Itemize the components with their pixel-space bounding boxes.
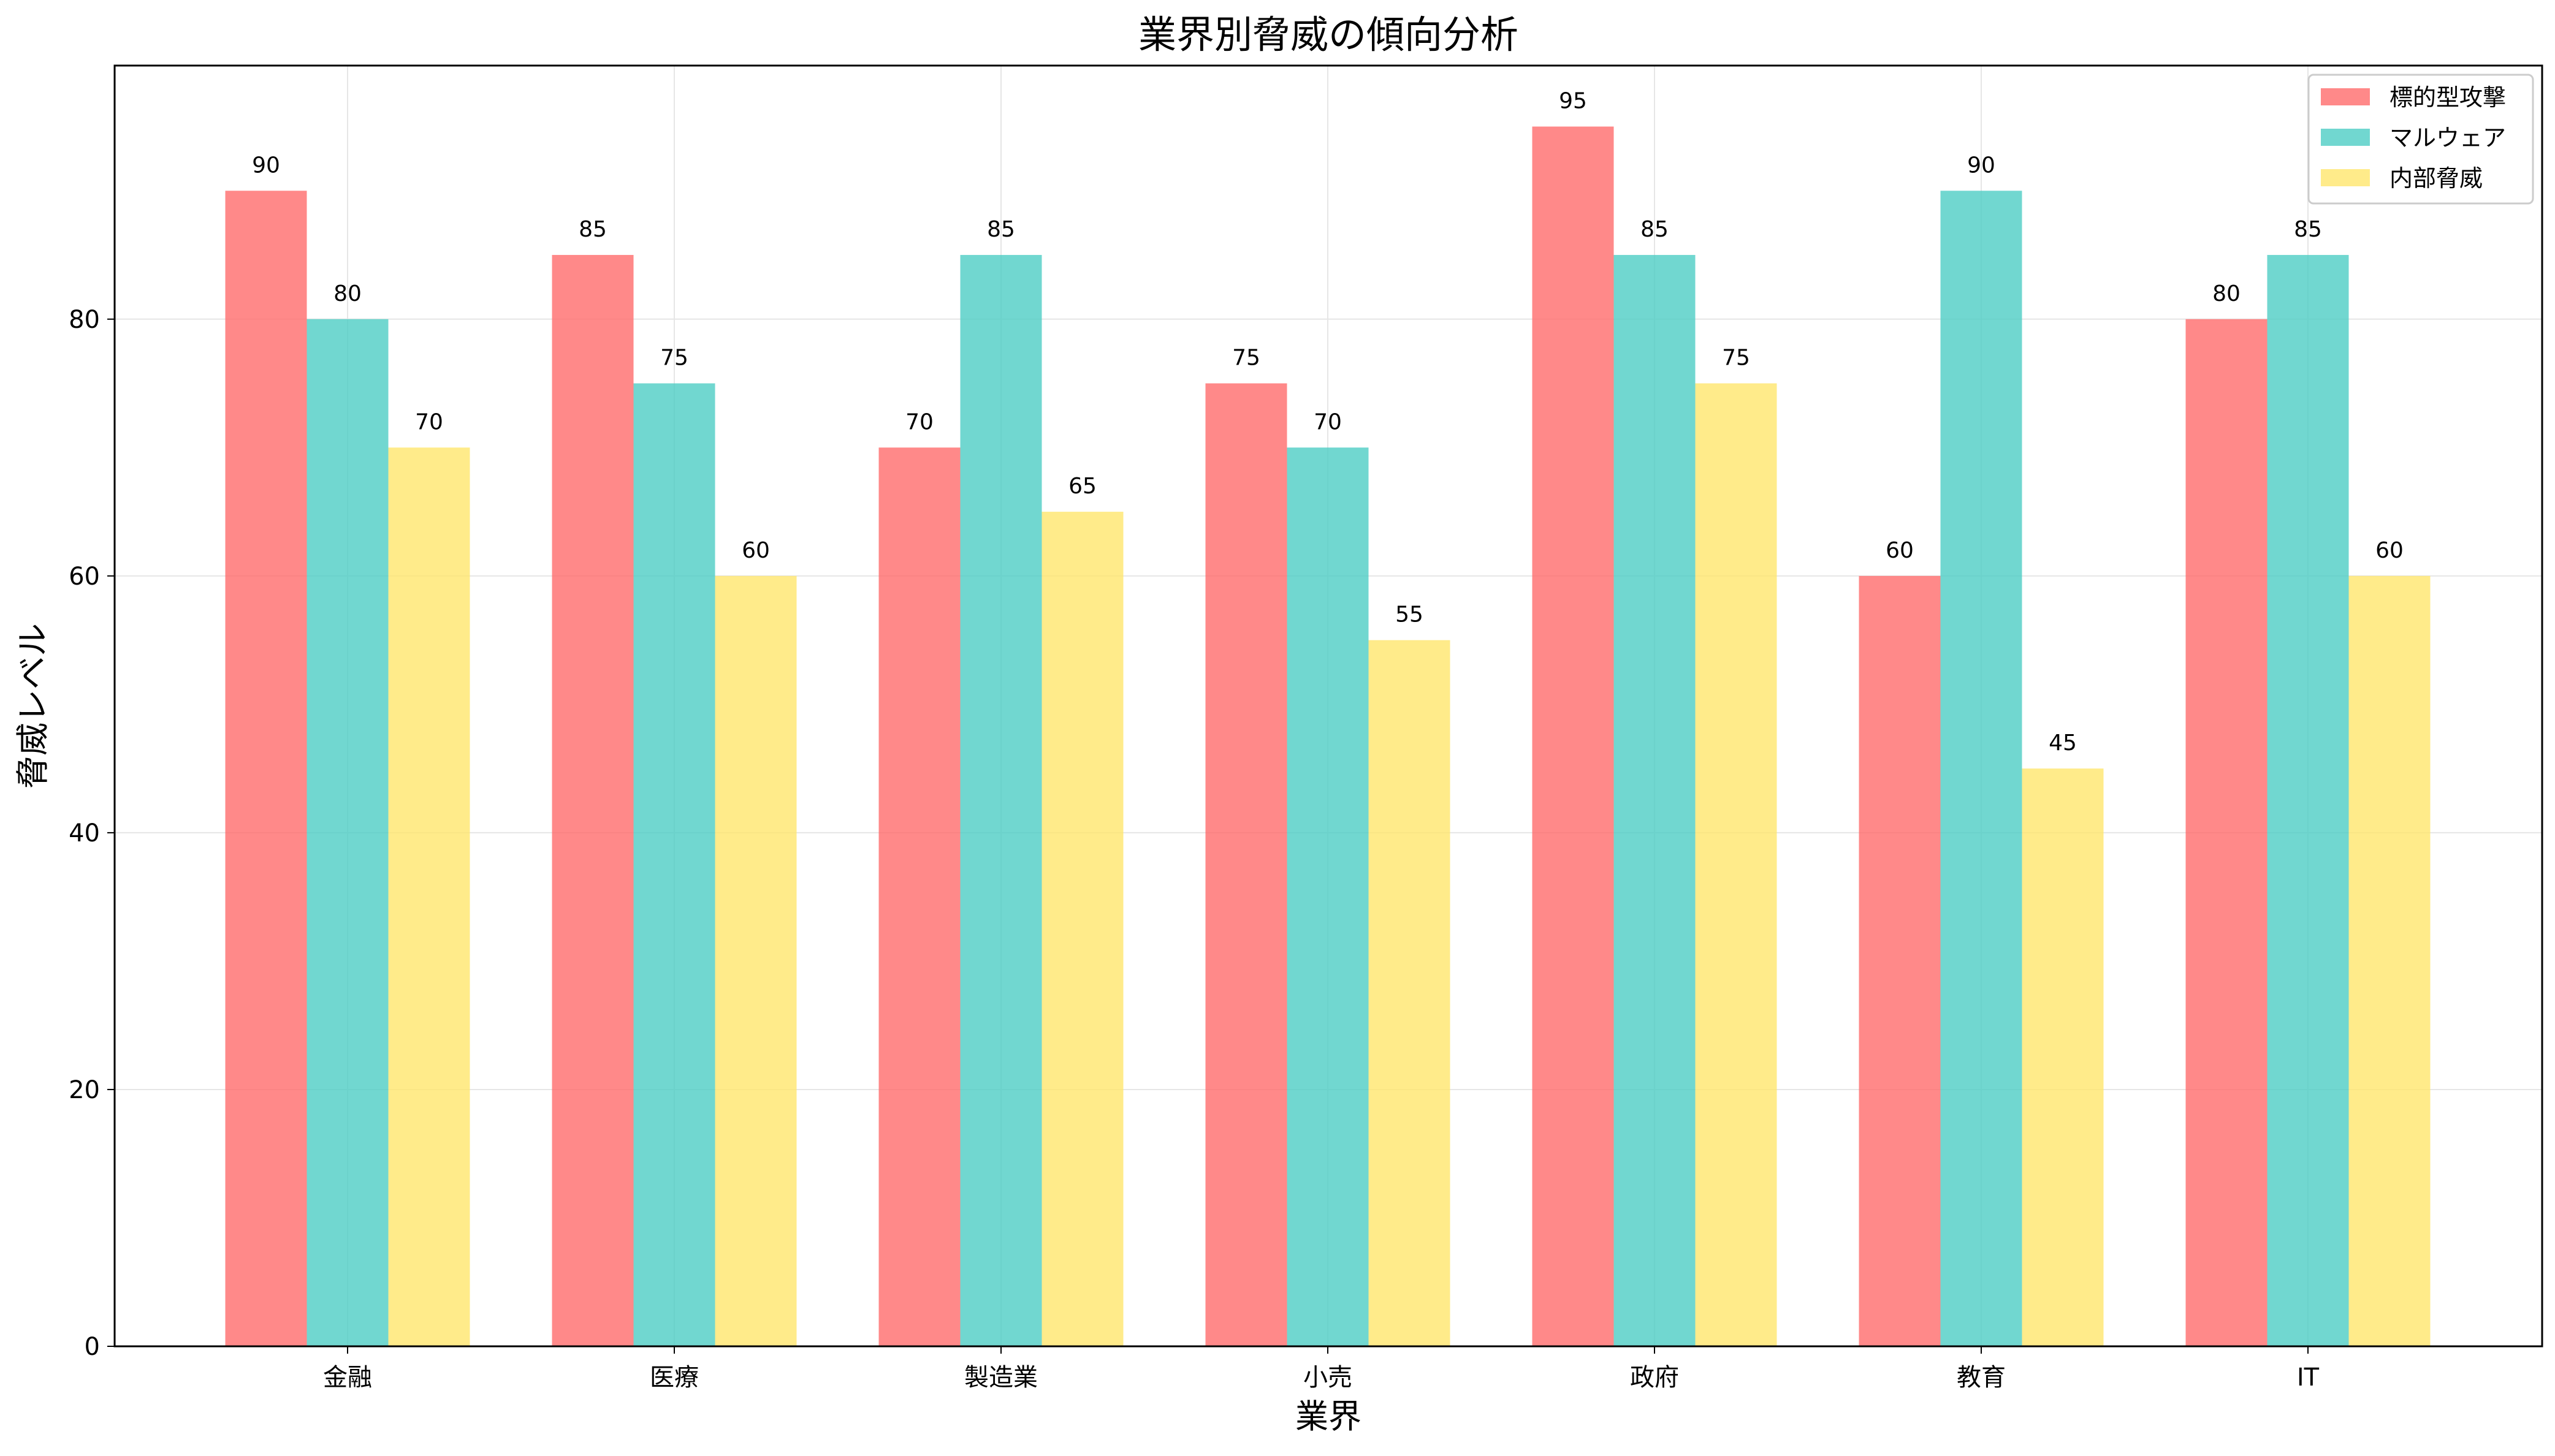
bar bbox=[960, 255, 1042, 1346]
bar bbox=[1287, 447, 1369, 1347]
y-tick-label: 40 bbox=[69, 819, 100, 847]
bar bbox=[552, 255, 634, 1346]
x-tick-label: IT bbox=[2297, 1363, 2320, 1392]
bar bbox=[388, 447, 470, 1347]
bar bbox=[1695, 383, 1777, 1346]
bar bbox=[1532, 126, 1614, 1346]
bar-value-label: 85 bbox=[2294, 217, 2322, 242]
bar-value-label: 75 bbox=[660, 346, 688, 371]
x-tick-label: 医療 bbox=[650, 1363, 699, 1392]
x-tick-label: 教育 bbox=[1957, 1363, 2006, 1392]
bar bbox=[307, 319, 389, 1346]
bar-value-label: 60 bbox=[1886, 538, 1914, 563]
bar-value-label: 60 bbox=[2375, 538, 2404, 563]
bar bbox=[1613, 255, 1696, 1346]
legend-label-insider-threat: 内部脅威 bbox=[2389, 165, 2483, 192]
bar bbox=[878, 447, 961, 1347]
bar-value-label: 85 bbox=[579, 217, 607, 242]
bar bbox=[2267, 255, 2349, 1346]
y-axis-label: 脅威レベル bbox=[13, 623, 52, 789]
bar-value-label: 85 bbox=[1640, 217, 1669, 242]
y-tick-label: 0 bbox=[85, 1333, 100, 1361]
bar-value-label: 70 bbox=[415, 409, 443, 434]
bar-value-label: 55 bbox=[1395, 602, 1423, 628]
axis-ticks: 0 20 40 60 80 金融 医療 製造業 小売 政府 教育 IT bbox=[69, 306, 2320, 1392]
bar-value-labels: 90 80 70 85 75 60 70 85 65 75 70 55 95 85 75 60 90 45 80 85… bbox=[252, 89, 2404, 756]
bar-value-label: 90 bbox=[1967, 153, 1995, 178]
bar-value-label: 60 bbox=[742, 538, 770, 563]
legend-swatch-malware bbox=[2321, 129, 2370, 146]
bar-value-label: 45 bbox=[2049, 730, 2077, 756]
bar-value-label: 95 bbox=[1559, 89, 1587, 114]
x-tick-label: 金融 bbox=[323, 1363, 372, 1392]
bar bbox=[225, 191, 307, 1347]
bar-value-label: 70 bbox=[905, 409, 934, 434]
bar bbox=[2185, 319, 2268, 1346]
bar bbox=[1205, 383, 1287, 1346]
bar bbox=[1368, 640, 1450, 1346]
x-tick-label: 製造業 bbox=[964, 1363, 1038, 1392]
legend: 標的型攻撃 マルウェア 内部脅威 bbox=[2307, 74, 2534, 205]
bar bbox=[1859, 575, 1941, 1346]
y-tick-label: 80 bbox=[69, 306, 100, 334]
bar bbox=[715, 575, 797, 1346]
bars bbox=[225, 126, 2431, 1347]
y-tick-label: 60 bbox=[69, 563, 100, 591]
legend-label-malware: マルウェア bbox=[2389, 124, 2506, 151]
bar-value-label: 80 bbox=[2212, 281, 2241, 306]
bar bbox=[633, 383, 715, 1346]
x-axis-label: 業界 bbox=[1295, 1397, 1361, 1436]
x-tick-label: 政府 bbox=[1630, 1363, 1679, 1392]
bar bbox=[2348, 575, 2431, 1346]
bar bbox=[2022, 768, 2104, 1346]
legend-swatch-insider-threat bbox=[2321, 169, 2370, 186]
bar-value-label: 65 bbox=[1068, 474, 1097, 499]
y-tick-label: 20 bbox=[69, 1076, 100, 1104]
bar-value-label: 75 bbox=[1722, 346, 1750, 371]
bar bbox=[1940, 191, 2022, 1347]
legend-swatch-targeted-attack bbox=[2321, 88, 2370, 105]
bar-value-label: 85 bbox=[987, 217, 1015, 242]
chart-title: 業界別脅威の傾向分析 bbox=[1138, 12, 1518, 57]
bar-value-label: 90 bbox=[252, 153, 280, 178]
bar-value-label: 70 bbox=[1314, 409, 1342, 434]
bar-value-label: 80 bbox=[333, 281, 362, 306]
legend-label-targeted-attack: 標的型攻撃 bbox=[2389, 84, 2506, 111]
bar bbox=[1041, 512, 1124, 1346]
bar-value-label: 75 bbox=[1232, 346, 1260, 371]
x-tick-label: 小売 bbox=[1303, 1363, 1352, 1392]
